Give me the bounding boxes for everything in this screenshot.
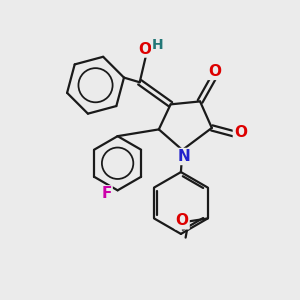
Text: H: H — [152, 38, 164, 52]
Text: O: O — [139, 41, 152, 56]
Text: O: O — [234, 125, 247, 140]
Text: O: O — [176, 213, 189, 228]
Text: F: F — [101, 186, 112, 201]
Text: O: O — [208, 64, 221, 79]
Text: N: N — [178, 149, 190, 164]
